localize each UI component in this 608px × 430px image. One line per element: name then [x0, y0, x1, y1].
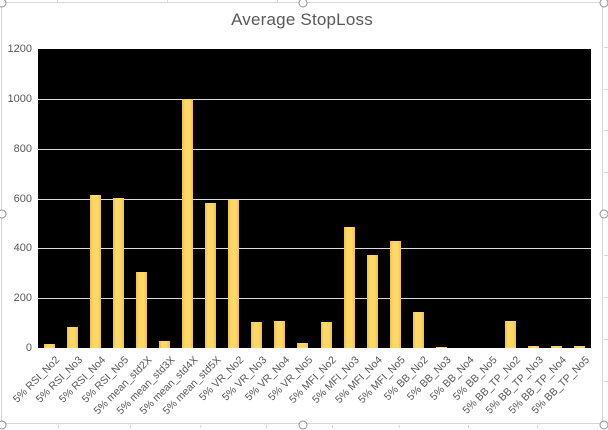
bar[interactable]: [344, 227, 355, 348]
bar[interactable]: [367, 255, 378, 348]
chart-title[interactable]: Average StopLoss: [2, 10, 602, 30]
cell-gridline-stub: [604, 297, 608, 298]
bar[interactable]: [159, 341, 170, 348]
selection-handle[interactable]: [0, 0, 7, 8]
bar[interactable]: [574, 346, 585, 348]
selection-handle[interactable]: [299, 0, 308, 8]
y-tick-label: 400: [6, 242, 32, 254]
y-tick-label: 1000: [6, 93, 32, 105]
bar[interactable]: [67, 327, 78, 348]
cell-gridline-stub: [604, 381, 608, 382]
cell-gridline-stub: [167, 0, 168, 2]
plot-area[interactable]: [38, 49, 591, 348]
cell-gridline-stub: [604, 339, 608, 340]
cell-gridline-stub: [604, 172, 608, 173]
y-tick-label: 800: [6, 143, 32, 155]
selection-handle[interactable]: [0, 421, 7, 430]
cell-gridline-stub: [604, 255, 608, 256]
gridline: [38, 149, 591, 150]
cell-gridline-stub: [277, 0, 278, 2]
bar[interactable]: [321, 322, 332, 348]
bar[interactable]: [44, 344, 55, 348]
y-tick-label: 200: [6, 292, 32, 304]
cell-gridline-stub: [604, 214, 608, 215]
bar[interactable]: [274, 321, 285, 348]
cell-gridline-stub: [604, 47, 608, 48]
bar[interactable]: [436, 347, 447, 348]
selection-handle[interactable]: [299, 421, 308, 430]
selection-handle[interactable]: [600, 0, 608, 8]
bar[interactable]: [113, 198, 124, 348]
bar[interactable]: [528, 346, 539, 348]
bar[interactable]: [505, 321, 516, 348]
y-tick-label: 600: [6, 193, 32, 205]
bar[interactable]: [251, 322, 262, 348]
bar[interactable]: [182, 99, 193, 348]
bar[interactable]: [90, 195, 101, 348]
selection-handle[interactable]: [0, 210, 7, 219]
bar[interactable]: [413, 312, 424, 348]
bar[interactable]: [297, 343, 308, 348]
bar[interactable]: [228, 200, 239, 348]
bar[interactable]: [390, 241, 401, 348]
gridline: [38, 99, 591, 100]
y-tick-label: 1200: [6, 43, 32, 55]
y-tick-label: 0: [6, 342, 32, 354]
selection-handle[interactable]: [600, 421, 608, 430]
cell-gridline-stub: [604, 130, 608, 131]
cell-gridline-stub: [604, 89, 608, 90]
cell-gridline-stub: [57, 0, 58, 2]
bar[interactable]: [551, 346, 562, 348]
bar[interactable]: [205, 203, 216, 348]
bar[interactable]: [136, 272, 147, 348]
